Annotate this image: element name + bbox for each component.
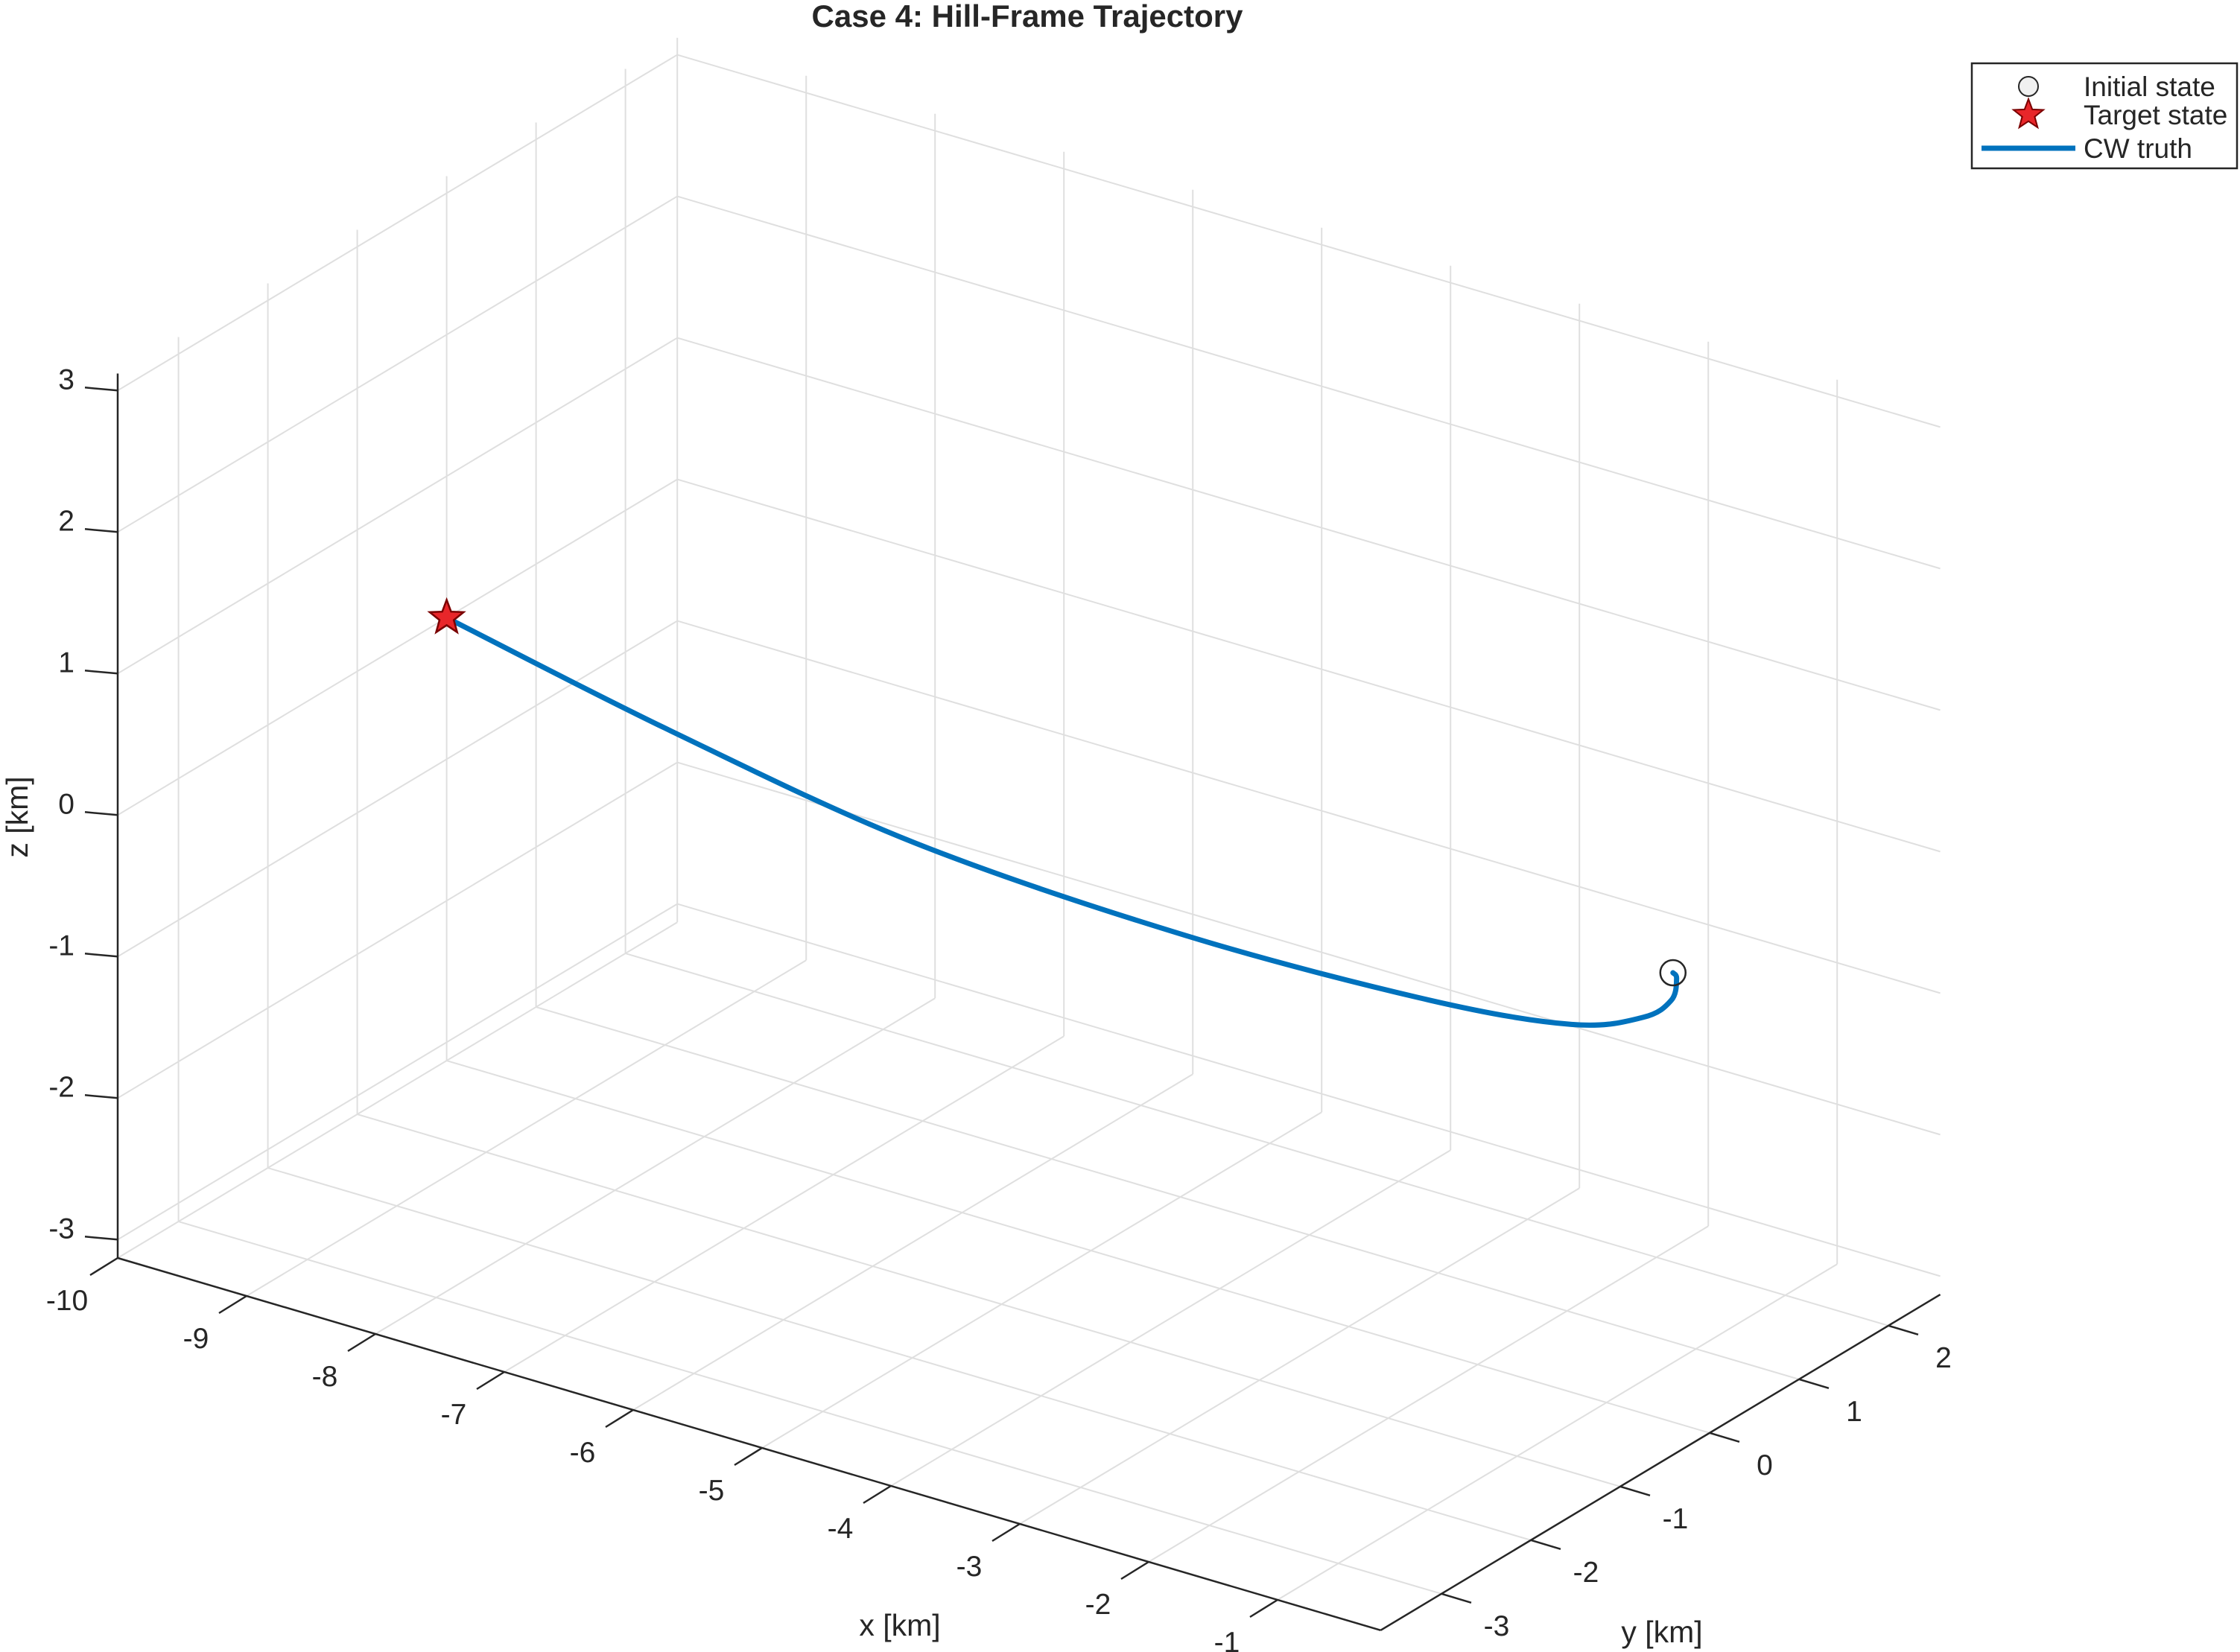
- z-tick-label: 3: [58, 363, 74, 395]
- gridline-floor-x: [246, 959, 807, 1297]
- x-tick-mark: [734, 1446, 763, 1467]
- gridline-floor-x: [1148, 1225, 1709, 1563]
- legend-box: [1970, 62, 2239, 170]
- x-tick-mark: [605, 1408, 634, 1429]
- z-tick-mark: [84, 1236, 118, 1241]
- y-tick-mark: [1441, 1592, 1472, 1604]
- legend-label-cw: CW truth: [2084, 133, 2192, 164]
- x-tick-mark: [476, 1370, 505, 1391]
- gridline-floor-x: [632, 1073, 1193, 1411]
- x-tick-mark: [1249, 1598, 1278, 1618]
- y-tick-mark: [1530, 1539, 1561, 1551]
- gridline-floor-y: [625, 953, 1889, 1327]
- x-axis-label: x [km]: [859, 1608, 940, 1642]
- z-tick-label: 1: [58, 646, 74, 679]
- y-tick-label: 1: [1846, 1396, 1862, 1428]
- gridline-floor-x: [375, 997, 936, 1335]
- x-tick-label: -10: [46, 1285, 88, 1317]
- gridline-floor-x: [504, 1035, 1065, 1373]
- y-tick-mark: [1709, 1432, 1740, 1443]
- gridlines: [117, 37, 1941, 1601]
- legend-circle-icon: [2018, 76, 2039, 97]
- gridline-back-z: [676, 903, 1941, 1277]
- x-tick-mark: [347, 1332, 376, 1353]
- x-tick-label: -6: [570, 1437, 596, 1469]
- cw-truth-line: [444, 614, 1680, 1028]
- z-tick-label: 0: [58, 788, 74, 820]
- x-tick-label: -7: [441, 1399, 467, 1431]
- gridline-left-z: [117, 337, 678, 675]
- y-tick-mark: [1798, 1378, 1830, 1390]
- y-tick-label: -2: [1573, 1557, 1599, 1589]
- gridline-floor-y: [536, 1006, 1800, 1380]
- axes: [84, 373, 1941, 1631]
- z-tick-mark: [84, 953, 118, 958]
- y-axis-label: y [km]: [1621, 1615, 1702, 1649]
- gridline-floor-y: [357, 1113, 1621, 1487]
- x-tick-label: -2: [1085, 1589, 1111, 1621]
- x-tick-mark: [863, 1484, 892, 1505]
- gridline-left-z: [117, 761, 678, 1099]
- target-state-marker: [427, 597, 466, 635]
- gridline-back-z: [676, 478, 1941, 853]
- y-tick-label: -1: [1663, 1503, 1689, 1535]
- z-tick-mark: [84, 528, 118, 533]
- y-tick-label: -3: [1484, 1610, 1510, 1642]
- x-tick-label: -5: [699, 1475, 725, 1507]
- z-tick-label: 2: [58, 505, 74, 537]
- gridline-floor-y: [178, 1221, 1442, 1595]
- y-axis-line: [1380, 1294, 1941, 1631]
- gridline-left-z: [117, 54, 678, 392]
- initial-state-marker: [1659, 959, 1687, 987]
- gridline-floor-x: [1277, 1263, 1838, 1601]
- x-tick-mark: [1120, 1560, 1149, 1580]
- legend: Initial state Target state CW truth: [1970, 62, 2239, 170]
- gridline-floor-y: [267, 1167, 1532, 1541]
- z-axis-label: z [km]: [0, 776, 34, 857]
- y-tick-label: 0: [1757, 1449, 1773, 1481]
- gridline-back-z: [676, 620, 1941, 994]
- z-tick-mark: [84, 1094, 118, 1099]
- chart-title: Case 4: Hill-Frame Trajectory: [812, 0, 1244, 34]
- x-tick-label: -3: [956, 1551, 983, 1583]
- x-tick-mark: [218, 1294, 247, 1315]
- gridline-left-z: [117, 903, 678, 1241]
- z-tick-mark: [84, 811, 118, 816]
- legend-star-icon: [2011, 97, 2046, 130]
- gridline-floor-x: [117, 921, 678, 1259]
- z-tick-mark: [84, 387, 118, 392]
- gridline-left-z: [117, 195, 678, 533]
- gridline-back-z: [676, 337, 1941, 711]
- y-tick-mark: [1619, 1485, 1651, 1497]
- y-tick-label: 2: [1935, 1342, 1952, 1374]
- x-tick-label: -9: [183, 1323, 209, 1355]
- x-tick-mark: [991, 1522, 1021, 1543]
- gridline-left-z: [117, 620, 678, 958]
- gridline-left-z: [117, 478, 678, 816]
- gridline-floor-y: [446, 1060, 1710, 1434]
- x-tick-label: -4: [828, 1513, 854, 1545]
- x-tick-mark: [89, 1257, 118, 1277]
- z-tick-label: -2: [48, 1071, 74, 1103]
- x-axis-line: [117, 1257, 1381, 1631]
- gridline-back-z: [676, 761, 1941, 1136]
- z-tick-mark: [84, 670, 118, 675]
- gridline-floor-x: [1019, 1187, 1580, 1525]
- x-tick-label: -8: [312, 1361, 338, 1393]
- gridline-back-z: [676, 195, 1941, 570]
- gridline-back-z: [676, 54, 1941, 428]
- y-tick-mark: [1888, 1324, 1919, 1336]
- gridline-floor-x: [890, 1149, 1451, 1487]
- legend-label-initial: Initial state: [2084, 72, 2215, 102]
- z-tick-label: -1: [48, 930, 74, 962]
- gridline-floor-x: [761, 1111, 1322, 1449]
- plot-area: [427, 597, 1687, 1028]
- z-tick-label: -3: [48, 1213, 74, 1245]
- x-tick-label: -1: [1214, 1627, 1240, 1652]
- legend-label-target: Target state: [2084, 100, 2227, 130]
